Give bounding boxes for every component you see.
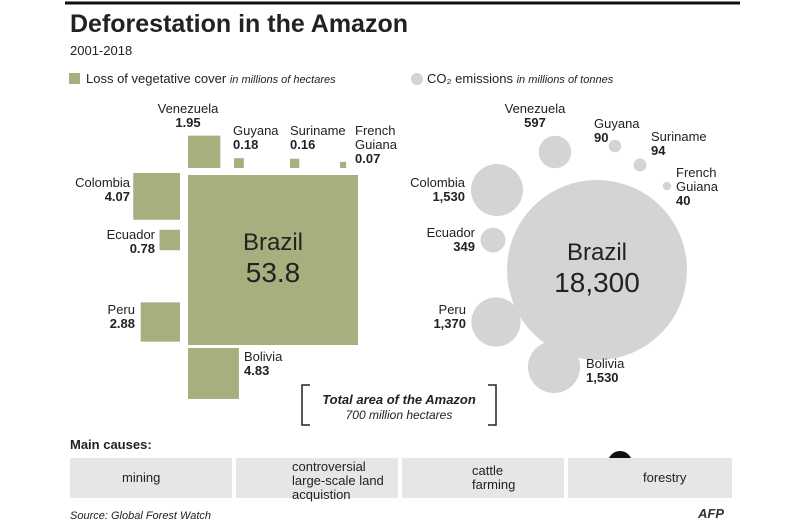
label-group: French Guiana 40 <box>676 166 722 208</box>
value-label: 4.07 <box>104 189 130 204</box>
cause-box: mining <box>70 458 232 498</box>
value-label: 18,300 <box>554 267 640 298</box>
cause-box: forestry <box>568 458 732 498</box>
legend-label: Loss of vegetative cover <box>86 71 227 86</box>
category-label: Suriname <box>290 123 346 138</box>
cause-box: cattle farming <box>402 458 564 498</box>
square <box>159 229 180 251</box>
legend-label: CO₂ emissions <box>427 71 513 86</box>
category-label: Suriname <box>651 129 707 144</box>
value-label: 4.83 <box>244 363 270 378</box>
causes-title: Main causes: <box>70 437 152 452</box>
cause-box: controversial large-scale land acquistio… <box>236 458 398 502</box>
bubble <box>507 180 687 360</box>
cause-label: controversial large-scale land acquistio… <box>292 459 384 502</box>
legend-swatch <box>69 73 80 84</box>
label-group: Guyana 0.18 <box>233 124 279 152</box>
legend-unit: in millions of hectares <box>229 74 336 86</box>
category-label: Venezuela <box>157 101 219 116</box>
category-label: Ecuador <box>106 227 155 242</box>
bubble <box>662 181 672 191</box>
category-label: French Guiana <box>355 123 397 152</box>
category-label: Brazil <box>242 229 303 256</box>
legend-swatch <box>411 73 423 85</box>
value-label: 1,370 <box>433 316 466 331</box>
label-group: Ecuador 349 <box>390 226 475 254</box>
label-group: Guyana 90 <box>594 117 640 145</box>
value-label: 53.8 <box>245 257 301 288</box>
source: Source: Global Forest Watch <box>70 510 212 522</box>
cause-label: cattle farming <box>472 463 516 492</box>
bubble <box>633 158 647 172</box>
label-group: Colombia 1,530 <box>390 176 465 204</box>
square <box>188 135 221 168</box>
square <box>340 161 347 168</box>
note-bracket <box>301 384 497 426</box>
bubble <box>480 227 506 253</box>
value-label: 0.18 <box>233 137 259 152</box>
value-label: 0.16 <box>290 137 316 152</box>
bubble <box>527 340 581 394</box>
value-label: 40 <box>676 193 691 208</box>
category-label: Peru <box>107 302 135 317</box>
note-title: Total area of the Amazon <box>322 392 476 407</box>
label-group: Ecuador 0.78 <box>60 228 155 256</box>
value-label: 597 <box>524 115 546 130</box>
square <box>290 158 300 168</box>
category-label: Colombia <box>75 175 130 190</box>
category-label: Bolivia <box>244 349 283 364</box>
legend: Loss of vegetative cover in millions of … <box>86 72 336 87</box>
value-label: 2.88 <box>109 316 135 331</box>
label-group: Peru 2.88 <box>60 303 135 331</box>
square <box>188 348 239 399</box>
label-group: Colombia 4.07 <box>60 176 130 204</box>
category-label: French Guiana <box>676 165 718 194</box>
bubble <box>471 297 521 347</box>
label-group: French Guiana 0.07 <box>355 124 401 166</box>
bubble <box>538 135 572 169</box>
cause-label: forestry <box>643 470 687 485</box>
credit: AFP <box>698 506 724 521</box>
label-group: Peru 1,370 <box>390 303 466 331</box>
label-group: Suriname 0.16 <box>290 124 346 152</box>
square <box>133 173 180 220</box>
category-label: Peru <box>438 302 466 317</box>
value-label: 1,530 <box>432 189 465 204</box>
cause-label: mining <box>122 470 161 485</box>
note-text: 700 million hectares <box>345 408 453 422</box>
subtitle: 2001-2018 <box>70 43 133 58</box>
label-group: Venezuela 597 <box>503 102 567 130</box>
label-group: Suriname 94 <box>651 130 707 158</box>
label-group: Venezuela 1.95 <box>156 102 220 130</box>
value-label: 94 <box>651 143 666 158</box>
legend-unit: in millions of tonnes <box>516 74 614 86</box>
category-label: Ecuador <box>426 225 475 240</box>
square <box>188 175 358 345</box>
category-label: Guyana <box>594 116 640 131</box>
category-label: Brazil <box>566 239 627 266</box>
label-group: Bolivia 4.83 <box>244 350 282 378</box>
value-label: 0.78 <box>129 241 155 256</box>
bubble <box>470 163 524 217</box>
bubble <box>608 139 622 153</box>
category-label: Colombia <box>410 175 465 190</box>
label-group: Bolivia 1,530 <box>586 357 624 385</box>
square <box>234 158 244 168</box>
value-label: 1.95 <box>175 115 201 130</box>
title: Deforestation in the Amazon <box>70 10 408 38</box>
value-label: 349 <box>453 239 475 254</box>
value-label: 1,530 <box>586 370 619 385</box>
category-label: Guyana <box>233 123 279 138</box>
value-label: 0.07 <box>355 151 381 166</box>
category-label: Bolivia <box>586 356 625 371</box>
category-label: Venezuela <box>504 101 566 116</box>
value-label: 90 <box>594 130 609 145</box>
legend: CO₂ emissions in millions of tonnes <box>427 72 613 87</box>
square <box>140 302 180 342</box>
